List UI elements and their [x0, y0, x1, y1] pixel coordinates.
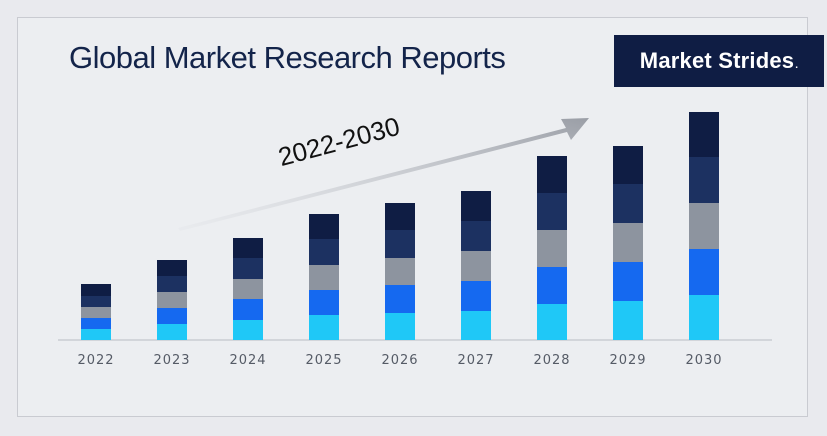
bar-segment-2029-1 [613, 301, 643, 340]
bar-segment-2025-4 [309, 239, 339, 265]
bar-segment-2029-2 [613, 262, 643, 301]
bar-segment-2025-1 [309, 315, 339, 340]
bar-segment-2024-1 [233, 320, 263, 340]
bar-segment-2026-3 [385, 258, 415, 285]
bar-segment-2030-3 [689, 203, 719, 249]
bar-segment-2023-1 [157, 324, 187, 340]
brand-logo: Market Strides. [614, 35, 824, 87]
bar-segment-2028-4 [537, 193, 567, 230]
bar-segment-2028-5 [537, 156, 567, 193]
bar-segment-2022-5 [81, 284, 111, 296]
bar-segment-2022-1 [81, 329, 111, 340]
bar-segment-2027-1 [461, 311, 491, 340]
bar-segment-2030-1 [689, 295, 719, 340]
chart-title: Global Market Research Reports [69, 40, 506, 75]
bar-segment-2025-3 [309, 265, 339, 290]
bar-segment-2030-4 [689, 157, 719, 203]
bar-segment-2024-3 [233, 279, 263, 299]
bar-segment-2024-2 [233, 299, 263, 320]
bar-segment-2029-5 [613, 146, 643, 184]
bar-segment-2030-2 [689, 249, 719, 295]
bar-segment-2028-1 [537, 304, 567, 340]
x-tick-label-2029: 2029 [609, 353, 646, 368]
bar-segment-2022-3 [81, 307, 111, 318]
bar-segment-2023-4 [157, 276, 187, 292]
x-tick-label-2026: 2026 [381, 353, 418, 368]
trend-arrow-icon [178, 118, 589, 231]
bar-segment-2022-4 [81, 296, 111, 307]
bar-segment-2027-5 [461, 191, 491, 221]
bar-segment-2028-3 [537, 230, 567, 267]
bar-segment-2025-2 [309, 290, 339, 315]
bar-segment-2027-2 [461, 281, 491, 311]
x-tick-label-2022: 2022 [77, 353, 114, 368]
brand-name: Market Strides [639, 48, 795, 73]
bar-segment-2024-5 [233, 238, 263, 258]
bar-segment-2026-4 [385, 230, 415, 258]
bar-segment-2023-5 [157, 260, 187, 276]
bar-segment-2030-5 [689, 112, 719, 157]
bars-group [81, 112, 719, 340]
bar-segment-2026-2 [385, 285, 415, 313]
x-tick-label-2024: 2024 [229, 353, 266, 368]
bar-segment-2027-3 [461, 251, 491, 281]
bar-segment-2026-1 [385, 313, 415, 340]
bar-segment-2029-4 [613, 184, 643, 223]
bar-segment-2023-2 [157, 308, 187, 324]
bar-segment-2027-4 [461, 221, 491, 251]
x-tick-label-2028: 2028 [533, 353, 570, 368]
bar-segment-2026-5 [385, 203, 415, 230]
brand-mark: . [795, 59, 799, 71]
x-tick-label-2030: 2030 [685, 353, 722, 368]
bar-segment-2022-2 [81, 318, 111, 329]
bar-segment-2023-3 [157, 292, 187, 308]
x-tick-label-2025: 2025 [305, 353, 342, 368]
x-tick-label-2027: 2027 [457, 353, 494, 368]
x-tick-label-2023: 2023 [153, 353, 190, 368]
bar-segment-2024-4 [233, 258, 263, 279]
bar-segment-2025-5 [309, 214, 339, 239]
bar-segment-2029-3 [613, 223, 643, 262]
bar-segment-2028-2 [537, 267, 567, 304]
x-tick-labels: 2022 2023 2024 2025 2026 2027 2028 2029 2030 [77, 353, 722, 368]
